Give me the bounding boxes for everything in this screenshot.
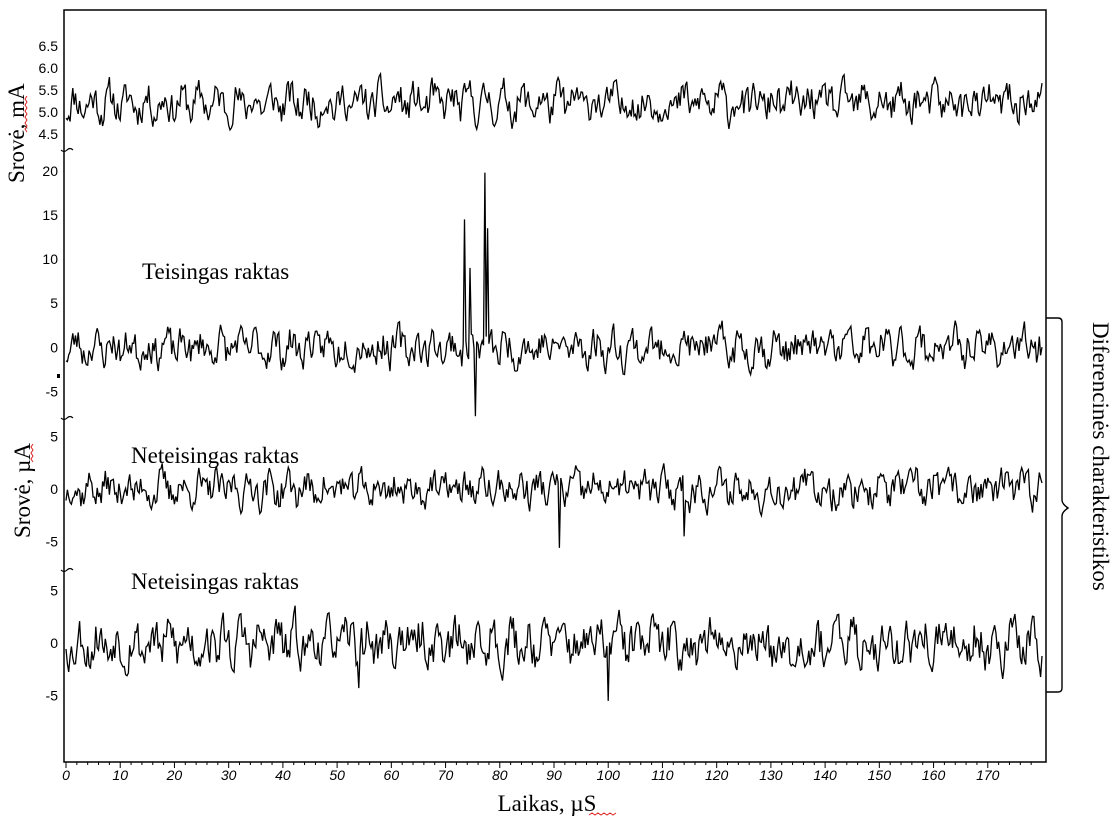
xtick-label: 100 [597, 767, 621, 783]
panel-wrong-key-1: -5 0 5 [46, 429, 1043, 550]
bracket [1046, 317, 1070, 693]
ytick-label: 5.5 [39, 82, 59, 98]
xtick-label: 120 [705, 767, 729, 783]
xtick-label: 10 [112, 767, 128, 783]
xtick-label: 30 [221, 767, 237, 783]
series-line [65, 71, 1043, 132]
x-ticks [65, 762, 1032, 768]
y-axis-title-lower: Srovė, µA [10, 443, 35, 538]
xtick-label: 60 [384, 767, 400, 783]
xtick-label: 110 [651, 767, 674, 783]
series-line [65, 463, 1043, 548]
ytick-labels: -5 0 5 10 15 20 [42, 163, 58, 400]
ytick-label: 6.5 [39, 38, 59, 54]
panel-label-wrong-1: Neteisingas raktas [131, 443, 299, 468]
xtick-label: 20 [166, 767, 183, 783]
ytick-label: -5 [46, 688, 59, 704]
xtick-label: 140 [813, 767, 837, 783]
panel-label-correct: Teisingas raktas [142, 259, 289, 284]
xtick-label: 40 [275, 767, 291, 783]
ytick-labels: -5 0 5 [46, 583, 59, 704]
ytick-label: 5 [50, 583, 58, 599]
axis-breaks [60, 147, 74, 573]
ytick-label: 5 [50, 295, 58, 311]
xtick-label: 70 [438, 767, 454, 783]
ytick-label: 15 [42, 207, 58, 223]
x-tick-labels: 0 10 20 30 40 50 60 70 80 90 100 110 120 130 140 150 160… [62, 767, 1000, 783]
ytick-label: 4.5 [39, 126, 59, 142]
ytick-label: 0 [50, 339, 58, 355]
ytick-label: 0 [50, 481, 58, 497]
plot-frame [63, 9, 1047, 763]
squiggle-mA [24, 95, 28, 133]
axis-break-3 [60, 567, 74, 573]
ytick-label: 20 [42, 163, 58, 179]
ytick-labels: -5 0 5 [46, 429, 59, 550]
squiggle-uA [30, 443, 34, 463]
x-axis-title: Laikas, µS [498, 791, 597, 816]
ytick-label: 6.0 [39, 60, 59, 76]
series-line [65, 605, 1043, 701]
xtick-label: 150 [868, 767, 892, 783]
axis-break-2 [60, 415, 74, 421]
xtick-label: 0 [62, 767, 70, 783]
ytick-label: 5 [50, 429, 58, 445]
xtick-label: 90 [546, 767, 562, 783]
ytick-label: 10 [42, 251, 58, 267]
xtick-label: 170 [976, 767, 1000, 783]
series-line [65, 172, 1043, 417]
panel-label-wrong-2: Neteisingas raktas [131, 569, 299, 594]
ytick-labels: 4.5 5.0 5.5 6.0 6.5 [39, 38, 59, 142]
bracket-label: Diferencinės charakteristikos [1088, 322, 1113, 591]
ytick-label: -5 [46, 384, 59, 400]
ytick-label: 0 [50, 635, 58, 651]
xtick-label: 50 [329, 767, 345, 783]
stray-mark [57, 374, 60, 378]
panel-wrong-key-2: -5 0 5 [46, 583, 1043, 704]
ytick-label: 5.0 [39, 104, 59, 120]
xtick-label: 80 [492, 767, 508, 783]
panel-correct-key: -5 0 5 10 15 20 [42, 163, 1043, 417]
axis-break-1 [60, 147, 74, 153]
ytick-label: -5 [46, 534, 59, 550]
panel-top: 4.5 5.0 5.5 6.0 6.5 [39, 38, 1043, 142]
xtick-label: 160 [922, 767, 946, 783]
squiggle-uS [588, 812, 617, 816]
xtick-label: 130 [759, 767, 783, 783]
